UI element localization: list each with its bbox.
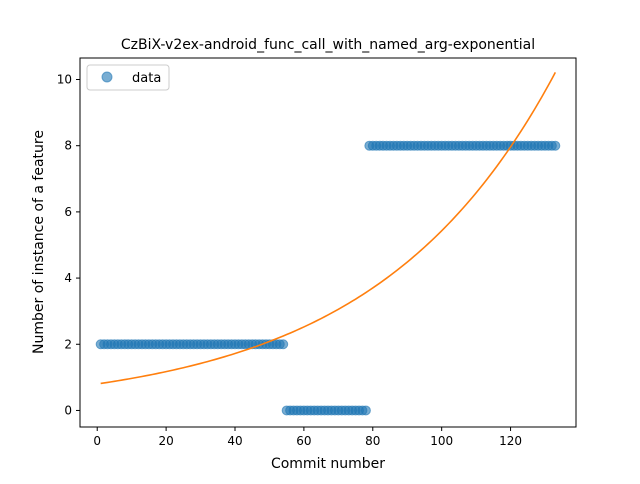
- y-tick-label: 10: [57, 73, 72, 87]
- chart-title: CzBiX-v2ex-android_func_call_with_named_…: [121, 37, 535, 53]
- x-tick-label: 80: [365, 434, 380, 448]
- y-tick-label: 0: [64, 403, 72, 417]
- legend-marker-data: [101, 71, 113, 83]
- data-point: [360, 405, 371, 416]
- y-tick-label: 4: [64, 271, 72, 285]
- x-tick-label: 40: [227, 434, 242, 448]
- x-tick-label: 100: [430, 434, 453, 448]
- x-tick-label: 20: [158, 434, 173, 448]
- y-axis-label: Number of instance of a feature: [31, 130, 47, 354]
- x-axis-label: Commit number: [271, 456, 385, 472]
- legend-label-data: data: [132, 71, 161, 86]
- x-tick-label: 120: [499, 434, 522, 448]
- x-tick-label: 0: [93, 434, 101, 448]
- data-points: [95, 140, 561, 416]
- y-tick-label: 8: [64, 139, 72, 153]
- legend-box: [86, 64, 170, 91]
- plot-frame: [79, 57, 577, 428]
- fit-line-group: [100, 72, 557, 385]
- exponential-fit-line: [100, 72, 557, 385]
- x-tick-label: 60: [296, 434, 311, 448]
- legend: data: [86, 64, 170, 91]
- data-point: [278, 339, 289, 350]
- data-point: [550, 140, 561, 151]
- y-tick-label: 2: [64, 337, 72, 351]
- y-tick-label: 6: [64, 205, 72, 219]
